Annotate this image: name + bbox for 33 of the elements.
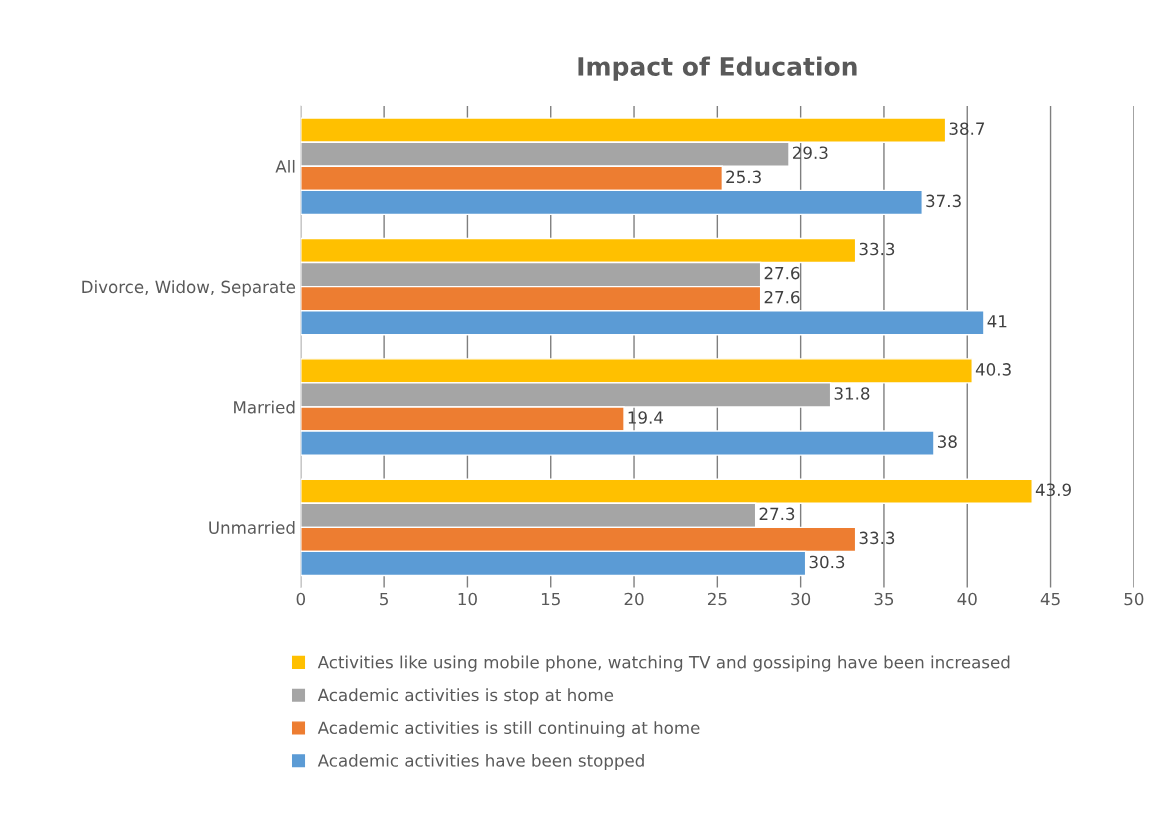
data-label: 33.3 — [859, 531, 895, 545]
data-label: 38 — [937, 435, 957, 448]
x-tick-label: 25 — [707, 592, 727, 606]
x-tick-label: 5 — [380, 592, 388, 606]
legend-label: Activities like using mobile phone, watching TV and gossiping have been increased — [317, 655, 1010, 672]
x-tick-label: 45 — [1040, 592, 1060, 606]
x-tick-label: 0 — [296, 592, 306, 606]
data-label: 31.8 — [834, 387, 870, 400]
legend-label: Academic activities have been stopped — [317, 753, 644, 771]
data-label: 19.4 — [628, 411, 663, 424]
data-label: 27.6 — [764, 290, 800, 304]
data-label: 25.3 — [726, 170, 761, 184]
data-label: 33.3 — [859, 242, 895, 256]
data-label: 41 — [987, 315, 1007, 328]
data-label: 27.3 — [759, 507, 795, 521]
data-label: 27.6 — [764, 266, 800, 280]
legend-label: Academic activities is still continuing at home — [317, 721, 700, 738]
x-tick-label: 20 — [624, 592, 644, 606]
y-tick-label: All — [275, 159, 295, 173]
x-tick-label: 30 — [791, 592, 811, 606]
y-tick-label: Unmarried — [209, 521, 295, 534]
x-tick-label: 35 — [874, 592, 894, 606]
y-tick-label: Married — [234, 400, 295, 414]
data-label: 30.3 — [809, 555, 845, 569]
chart-title: Impact of Education — [578, 56, 857, 81]
x-tick-label: 10 — [458, 592, 477, 606]
data-label: 40.3 — [975, 363, 1011, 376]
data-label: 37.3 — [926, 194, 961, 208]
legend-label: Academic activities is stop at home — [317, 688, 614, 705]
x-tick-label: 40 — [957, 592, 977, 606]
x-tick-label: 50 — [1124, 592, 1144, 606]
x-tick-label: 15 — [541, 592, 560, 606]
y-tick-label: Divorce, Widow, Separate — [82, 280, 296, 297]
